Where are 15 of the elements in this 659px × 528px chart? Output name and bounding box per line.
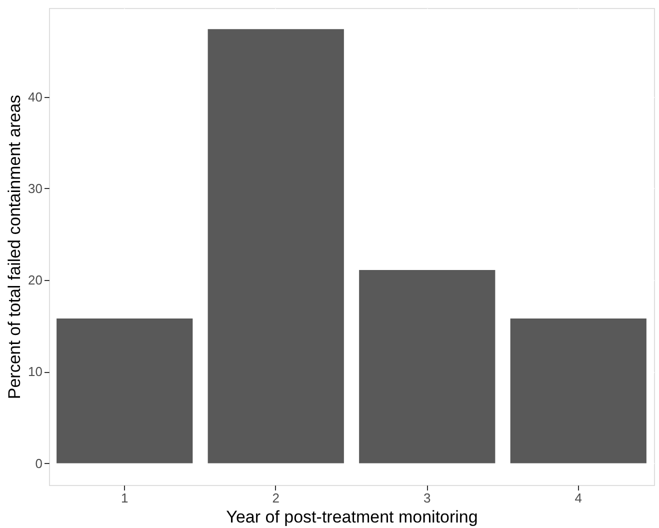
bar bbox=[359, 270, 496, 464]
y-tick-label: 30 bbox=[28, 180, 42, 196]
x-tick-label: 3 bbox=[424, 490, 431, 506]
y-axis-title: Percent of total failed containment areas bbox=[5, 94, 24, 400]
y-tick-label: 10 bbox=[28, 364, 42, 380]
y-tick-label: 20 bbox=[28, 272, 42, 288]
y-tick-label: 0 bbox=[35, 456, 42, 471]
bar bbox=[510, 318, 646, 464]
bar bbox=[208, 29, 344, 464]
x-tick-label: 2 bbox=[272, 490, 280, 506]
x-tick-label: 4 bbox=[574, 490, 582, 506]
bar bbox=[56, 318, 193, 464]
x-axis-title: Year of post-treatment monitoring bbox=[226, 508, 478, 526]
x-tick-label: 1 bbox=[121, 490, 128, 506]
y-tick-label: 40 bbox=[28, 89, 42, 104]
